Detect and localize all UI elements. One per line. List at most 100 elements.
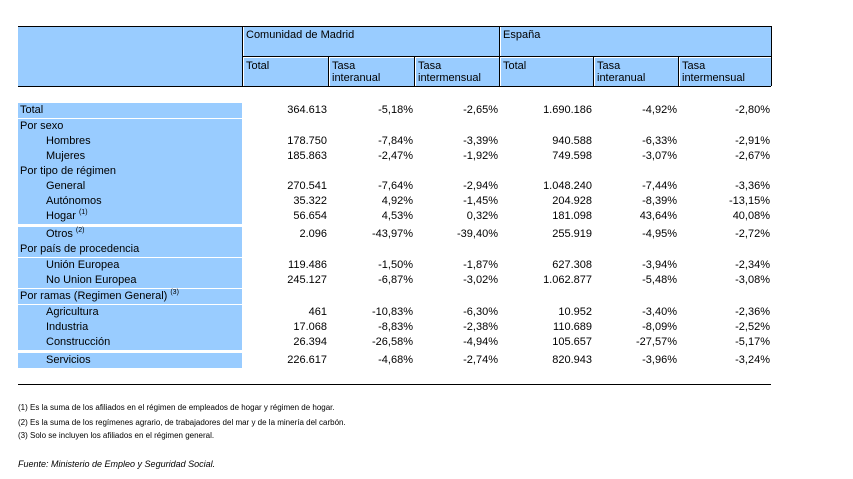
row-label: Por tipo de régimen (18, 164, 242, 179)
table-cell: -4,68% (378, 354, 413, 366)
header-divider-espana (499, 26, 500, 86)
table-cell: -5,48% (642, 274, 677, 286)
row-label-text: Otros (46, 228, 73, 240)
header-espana-intermensual-label-1: Tasa (682, 60, 706, 72)
table-cell: 1.062.877 (543, 274, 592, 286)
row-label-text: Por país de procedencia (20, 243, 140, 255)
table-cell: -2,94% (463, 180, 498, 192)
table-cell: -43,97% (372, 228, 413, 240)
table-cell: -2,74% (463, 354, 498, 366)
row-label-text: Construcción (46, 336, 111, 348)
row-label: Por sexo (18, 119, 242, 134)
table-cell: 820.943 (552, 354, 592, 366)
table-row: General 270.541 -7,64% -2,94% 1.048.240 -7,44… (0, 179, 853, 194)
header-divider-m2 (414, 56, 415, 86)
row-label-text: Mujeres (46, 150, 86, 162)
table-row: Unión Europea 119.486 -1,50% -1,87% 627.308 -… (0, 258, 853, 273)
row-label: Por país de procedencia (18, 242, 242, 257)
table-cell: -6,33% (642, 135, 677, 147)
table-cell: -3,08% (735, 274, 770, 286)
row-label: Autónomos (18, 194, 242, 209)
row-label-text: Servicios (46, 354, 91, 366)
table-cell: 0,32% (466, 210, 498, 222)
row-label-text: Autónomos (46, 195, 102, 207)
header-bottom-rule (18, 86, 771, 87)
table-cell: -3,07% (642, 150, 677, 162)
table-cell: 17.068 (293, 321, 327, 333)
table-row: Por tipo de régimen (0, 164, 853, 179)
row-label: Agricultura (18, 305, 242, 320)
header-espana-interanual-cell (595, 58, 678, 86)
row-label-text: Por tipo de régimen (20, 165, 116, 177)
header-madrid-group-cell (244, 27, 499, 56)
source-note: Fuente: Ministerio de Empleo y Seguridad… (18, 459, 216, 469)
row-label-text: Total (20, 104, 44, 116)
table-row: Agricultura 461 -10,83% -6,30% 10.952 -3,40% -… (0, 305, 853, 320)
table-cell: 4,53% (381, 210, 413, 222)
table-row: Servicios 226.617 -4,68% -2,74% 820.943 -3,96… (0, 353, 853, 368)
row-label: Total (18, 103, 242, 118)
header-corner-cell (18, 27, 242, 86)
footnote-marker: (1) (78, 209, 88, 216)
header-espana-group-label: España (503, 29, 541, 41)
table-cell: 1.690.186 (543, 104, 592, 116)
table-cell: -3,02% (463, 274, 498, 286)
table-cell: -2,52% (735, 321, 770, 333)
table-cell: -2,47% (378, 150, 413, 162)
table-cell: 178.750 (287, 135, 327, 147)
footnote-3: (3) Solo se incluyen los afiliados en el… (18, 431, 215, 440)
header-espana-group-cell (501, 27, 771, 56)
header-madrid-group-label: Comunidad de Madrid (246, 29, 355, 41)
table-row: Total 364.613 -5,18% -2,65% 1.690.186 -4,92% -… (0, 103, 853, 118)
row-label: Industria (18, 320, 242, 335)
table-cell: -8,09% (642, 321, 677, 333)
header-divider-e1 (593, 56, 594, 86)
table-cell: 204.928 (552, 195, 592, 207)
table-cell: -1,92% (463, 150, 498, 162)
table-cell: -7,84% (378, 135, 413, 147)
table-cell: -7,64% (378, 180, 413, 192)
table-row: Por sexo (0, 119, 853, 134)
table-cell: -1,50% (378, 259, 413, 271)
table-row: Hogar (1) 56.654 4,53% 0,32% 181.098 43,64% 40,… (0, 209, 853, 224)
table-cell: -7,44% (642, 180, 677, 192)
table-cell: -8,83% (378, 321, 413, 333)
table-cell: 35.322 (293, 195, 327, 207)
footnote-marker: (2) (75, 227, 85, 234)
header-mid-rule (242, 56, 771, 57)
table-cell: 270.541 (287, 180, 327, 192)
row-label: Mujeres (18, 149, 242, 164)
footnote-1: (1) Es la suma de los afiliados en el ré… (18, 403, 335, 412)
row-label: Hogar (1) (18, 209, 242, 224)
table-cell: -3,40% (642, 306, 677, 318)
table-cell: -2,67% (735, 150, 770, 162)
header-madrid-interanual-cell (330, 58, 414, 86)
row-label: Construcción (18, 335, 242, 350)
header-madrid-total-cell (244, 58, 328, 86)
header-divider-madrid (242, 26, 243, 86)
table-cell: 185.863 (287, 150, 327, 162)
row-label: Por ramas (Regimen General) (3) (18, 289, 242, 304)
header-espana-interanual-label-2: interanual (597, 72, 646, 84)
table-cell: -1,87% (463, 259, 498, 271)
table-cell: -1,45% (463, 195, 498, 207)
table-cell: -26,58% (372, 336, 413, 348)
header-top-rule (18, 26, 771, 27)
row-label: Hombres (18, 134, 242, 149)
table-cell: -39,40% (457, 228, 498, 240)
footnote-marker: (3) (170, 289, 179, 296)
table-cell: 940.588 (552, 135, 592, 147)
header-madrid-intermensual-cell (416, 58, 499, 86)
row-label-text: No Union Europea (46, 274, 137, 286)
row-label: General (18, 179, 242, 194)
table-cell: -4,94% (463, 336, 498, 348)
row-label-text: Agricultura (46, 306, 99, 318)
table-row: Por país de procedencia (0, 242, 853, 257)
row-label-text: Unión Europea (46, 259, 120, 271)
table-row: Mujeres 185.863 -2,47% -1,92% 749.598 -3,07% -… (0, 149, 853, 164)
table-cell: 627.308 (552, 259, 592, 271)
header-madrid-interanual-label-1: Tasa (332, 60, 356, 72)
row-label: No Union Europea (18, 273, 242, 288)
table-cell: 10.952 (558, 306, 592, 318)
table-cell: -3,24% (735, 354, 770, 366)
